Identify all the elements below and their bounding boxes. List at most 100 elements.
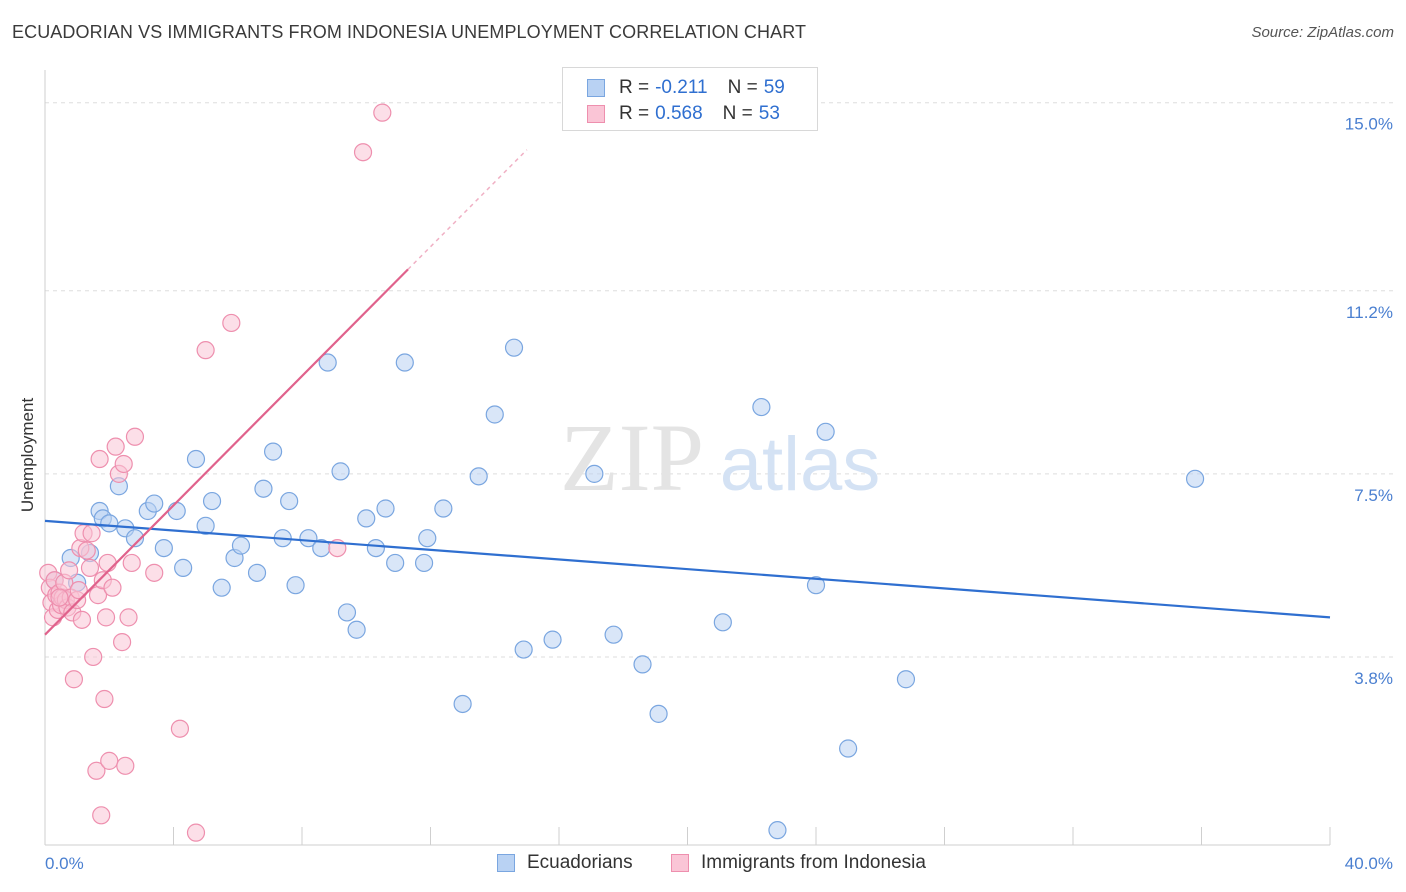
y-tick-label: 7.5% <box>1354 486 1393 505</box>
indonesia-point <box>84 647 103 667</box>
ecuadorian-point <box>485 405 504 424</box>
ecuadorian-point <box>514 640 533 659</box>
legend-n-value: 53 <box>758 103 780 124</box>
indonesia-point <box>196 341 215 360</box>
trend-lines <box>44 149 1331 636</box>
legend-swatch-pink <box>587 105 605 123</box>
correlation-legend: R = -0.211 N = 59 R = 0.568 N = 53 <box>562 67 818 131</box>
watermark-zip: ZIP <box>560 404 704 511</box>
ecuadorian-point <box>453 694 472 714</box>
x-tick-label: 40.0% <box>1345 854 1393 873</box>
indonesia-point <box>100 751 119 770</box>
ecuadorian-point <box>504 338 524 357</box>
axes <box>44 70 1331 846</box>
chart-title: ECUADORIAN VS IMMIGRANTS FROM INDONESIA … <box>12 22 807 42</box>
indonesia-point <box>92 806 111 825</box>
ecuadorian-point <box>167 501 186 521</box>
indonesia-point <box>222 313 241 333</box>
ecuadorian-trend-line <box>44 519 1331 619</box>
ecuadorian-point <box>543 630 562 649</box>
bottom-legend-swatch-blue <box>497 854 515 872</box>
ecuadorian-point <box>418 529 437 548</box>
legend-n-label: N = <box>727 77 758 98</box>
indonesia-point <box>125 427 145 446</box>
legend-r-value: -0.211 <box>655 77 708 98</box>
indonesia-trend-line <box>44 268 409 636</box>
indonesia-point <box>64 670 84 689</box>
y-tick-label: 3.8% <box>1354 669 1393 688</box>
ecuadorian-point <box>806 576 826 595</box>
watermark-atlas: atlas <box>720 422 881 507</box>
ecuadorian-point <box>154 538 173 558</box>
legend-r-value: 0.568 <box>655 103 703 124</box>
ecuadorian-point <box>299 529 318 548</box>
legend-r-label: R = <box>619 77 650 98</box>
ecuadorian-point <box>816 422 835 441</box>
ecuadorian-point <box>231 536 251 555</box>
bottom-legend-label: Ecuadorians <box>527 852 633 873</box>
indonesia-point <box>353 143 373 162</box>
indonesia-point <box>95 689 114 709</box>
ecuadorian-point <box>585 464 604 483</box>
ecuadorian-point <box>357 509 376 528</box>
indonesia-point <box>87 761 106 780</box>
ecuadorian-point <box>145 494 164 513</box>
y-tick-label: 11.2% <box>1346 303 1393 322</box>
indonesia-point <box>114 454 133 474</box>
indonesia-point <box>170 719 190 738</box>
ecuadorian-point <box>1185 469 1205 488</box>
legend-row-indonesia: R = 0.568 N = 53 <box>587 102 780 126</box>
ecuadorian-point <box>247 563 267 582</box>
legend-swatch-blue <box>587 79 605 97</box>
ecuadorian-point <box>386 553 405 573</box>
legend-row-ecuadorians: R = -0.211 N = 59 <box>587 76 785 100</box>
ecuadorian-point <box>768 821 787 840</box>
ecuadorian-point <box>196 516 215 535</box>
indonesia-point <box>98 553 117 573</box>
ecuadorian-point <box>896 670 916 689</box>
ecuadorian-point <box>649 704 668 723</box>
indonesia-point <box>373 103 392 122</box>
legend-n-value: 59 <box>763 77 785 98</box>
indonesia-point <box>80 558 100 577</box>
indonesia-point <box>90 449 109 469</box>
indonesia-point <box>106 437 125 456</box>
watermark: ZIP atlas <box>560 404 880 511</box>
indonesia-point <box>50 588 69 607</box>
ecuadorian-point <box>604 625 623 644</box>
ecuadorian-point <box>337 603 357 622</box>
ecuadorian-point <box>174 558 193 577</box>
bottom-legend-ecuadorians: Ecuadorians <box>497 852 633 874</box>
data-points <box>39 103 1205 842</box>
ecuadorian-point <box>254 479 273 498</box>
ecuadorian-point <box>839 739 858 758</box>
ecuadorian-point <box>331 462 350 481</box>
indonesia-trend-line-extension <box>407 149 528 270</box>
indonesia-point <box>59 561 79 580</box>
indonesia-point <box>112 633 132 652</box>
ecuadorian-point <box>434 499 453 518</box>
indonesia-point <box>116 756 135 775</box>
bottom-legend-indonesia: Immigrants from Indonesia <box>671 852 926 874</box>
ecuadorian-point <box>318 353 337 372</box>
bottom-legend-label: Immigrants from Indonesia <box>701 852 926 873</box>
ecuadorian-point <box>633 655 652 674</box>
ecuadorian-point <box>186 449 206 469</box>
indonesia-point <box>103 578 122 597</box>
tick-labels: 3.8% 7.5% 11.2% 15.0% 0.0% 40.0% <box>45 115 1393 873</box>
indonesia-point <box>96 608 116 627</box>
indonesia-point <box>72 610 92 629</box>
ecuadorian-point <box>395 353 414 372</box>
ecuadorian-point <box>280 491 299 511</box>
y-tick-label: 15.0% <box>1345 115 1393 134</box>
ecuadorian-point <box>713 613 732 632</box>
indonesia-point <box>119 608 138 627</box>
ecuadorian-point <box>752 397 771 417</box>
bottom-legend-swatch-pink <box>671 854 689 872</box>
legend-r-label: R = <box>619 103 650 124</box>
indonesia-point <box>82 524 101 543</box>
ecuadorian-point <box>212 578 231 597</box>
legend-n-label: N = <box>722 103 753 124</box>
ecuadorian-point <box>366 538 385 558</box>
